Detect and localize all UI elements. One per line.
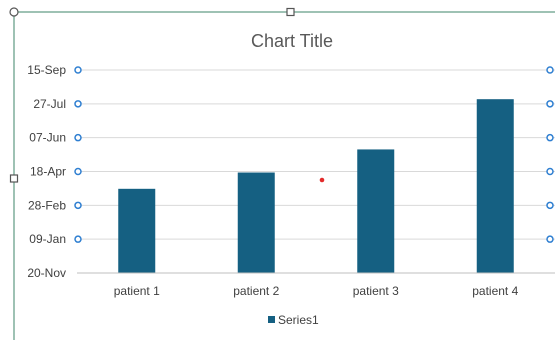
- y-axis-tick-label: 18-Apr: [30, 165, 66, 179]
- resize-handle-left-middle[interactable]: [9, 174, 19, 183]
- y-axis-tick-label: 15-Sep: [27, 63, 66, 77]
- plot-area-handle-right[interactable]: [546, 201, 554, 210]
- y-axis-tick-label: 07-Jun: [29, 131, 66, 145]
- y-axis-tick-labels: 20-Nov 09-Jan 28-Feb 18-Apr 07-Jun 27-Jul 15-S…: [27, 63, 66, 280]
- plot-area-handle-left[interactable]: [74, 100, 82, 108]
- plot-area-handle-right[interactable]: [546, 100, 554, 108]
- y-axis-tick-label: 20-Nov: [27, 266, 66, 280]
- plot-area-handle-left[interactable]: [74, 235, 82, 243]
- plot-area-handle-right[interactable]: [546, 133, 554, 142]
- plot-area-handle-right[interactable]: [546, 167, 554, 176]
- legend[interactable]: Series1: [268, 313, 319, 327]
- cursor-marker: [319, 177, 325, 183]
- plot-area-handle-left[interactable]: [74, 133, 82, 142]
- chart-title[interactable]: Chart Title: [251, 31, 333, 51]
- plot-area-handles[interactable]: [74, 66, 554, 243]
- y-axis-tick-label: 09-Jan: [29, 232, 66, 246]
- x-axis-tick-label: patient 2: [233, 284, 279, 298]
- plot-area-handle-right[interactable]: [546, 235, 554, 243]
- gridlines: [77, 69, 555, 240]
- x-axis-tick-label: patient 3: [353, 284, 399, 298]
- y-axis-tick-label: 28-Feb: [28, 198, 66, 212]
- bar[interactable]: [357, 149, 395, 273]
- bar[interactable]: [118, 188, 156, 273]
- plot-area-handle-left[interactable]: [74, 167, 82, 176]
- x-axis-tick-labels: patient 1 patient 2 patient 3 patient 4: [114, 284, 519, 298]
- plot-area-handle-left[interactable]: [74, 66, 82, 74]
- series-bars[interactable]: [118, 99, 514, 274]
- bar[interactable]: [476, 99, 514, 274]
- plot-area-handle-right[interactable]: [546, 66, 554, 74]
- bar[interactable]: [237, 172, 275, 273]
- resize-handle-top-middle[interactable]: [286, 7, 295, 17]
- resize-handle-top-left[interactable]: [9, 7, 19, 17]
- x-axis-tick-label: patient 4: [472, 284, 518, 298]
- y-axis-tick-label: 27-Jul: [33, 97, 66, 111]
- legend-label-series1: Series1: [278, 313, 319, 327]
- legend-swatch-series1: [268, 316, 275, 323]
- plot-area-handle-left[interactable]: [74, 201, 82, 210]
- x-axis-tick-label: patient 1: [114, 284, 160, 298]
